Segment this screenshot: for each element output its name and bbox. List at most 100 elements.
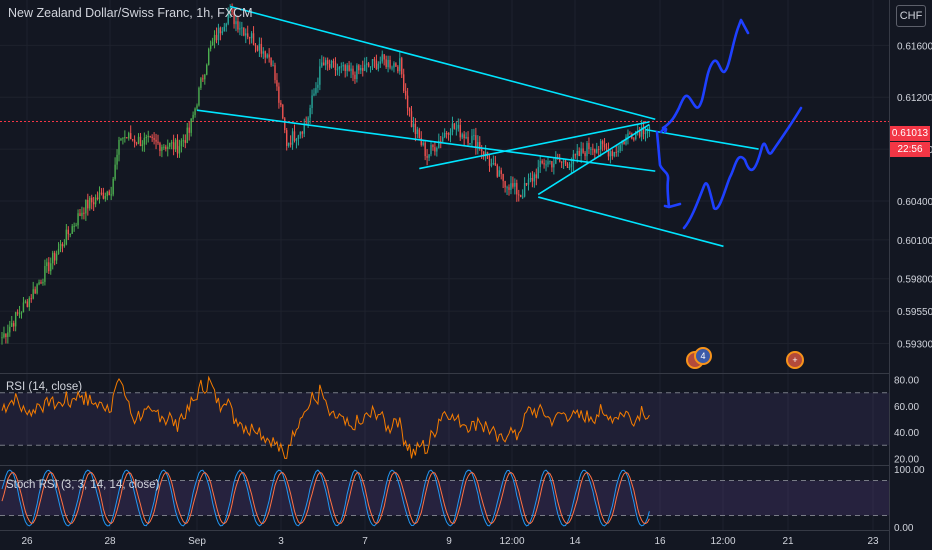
candle — [178, 146, 181, 154]
candle — [307, 117, 309, 125]
candle — [258, 43, 261, 51]
candle — [414, 123, 417, 135]
candle — [256, 46, 259, 51]
candle — [336, 69, 339, 71]
candle — [215, 34, 218, 41]
candle — [403, 74, 405, 91]
candle — [52, 252, 54, 264]
candle — [96, 197, 99, 200]
candle — [81, 212, 83, 217]
candle — [424, 142, 426, 157]
candle — [9, 326, 11, 333]
candle — [94, 197, 97, 205]
candle — [274, 65, 276, 81]
candle — [319, 66, 321, 85]
candle — [360, 68, 362, 71]
candle — [1, 337, 3, 339]
candle — [44, 265, 46, 282]
candle — [219, 27, 222, 34]
candle — [553, 163, 555, 168]
candle — [488, 158, 491, 166]
candle — [371, 59, 374, 67]
candle — [479, 142, 481, 149]
candle — [184, 140, 186, 143]
candle — [169, 142, 171, 147]
candle — [91, 197, 93, 203]
candle — [200, 78, 202, 88]
candle — [406, 95, 409, 109]
candle — [315, 87, 317, 94]
channel-line — [538, 196, 724, 248]
candle — [635, 131, 637, 140]
candle — [141, 144, 144, 147]
candle — [133, 139, 136, 143]
candle — [159, 143, 161, 151]
price-tick-label: 0.60400 — [897, 197, 932, 208]
candle — [7, 332, 9, 337]
candle — [562, 160, 565, 162]
candle — [128, 133, 130, 139]
candle — [502, 173, 504, 182]
candle — [451, 123, 454, 133]
candle — [30, 298, 32, 300]
channel-line — [645, 128, 759, 150]
candle — [303, 123, 305, 134]
candle — [387, 59, 389, 68]
currency-button[interactable]: CHF — [896, 5, 926, 27]
candle — [32, 289, 34, 299]
candle — [399, 58, 401, 72]
rsi-axis-ticks: 80.00 60.00 40.00 20.00 — [894, 376, 919, 466]
candle — [539, 160, 541, 168]
candle — [286, 130, 288, 146]
candle — [578, 150, 580, 157]
candle — [377, 63, 380, 70]
economic-event-count-icon[interactable]: 4 — [694, 347, 712, 365]
forecast-arrow — [661, 18, 750, 130]
candle — [621, 141, 623, 145]
candle — [130, 133, 132, 140]
candle — [59, 243, 62, 249]
candle — [533, 174, 536, 182]
candle — [36, 284, 38, 294]
candle — [638, 131, 641, 137]
candle — [362, 68, 364, 71]
forecast-arrows — [655, 18, 803, 230]
candle — [135, 142, 138, 144]
candle — [149, 135, 151, 137]
candle — [40, 282, 42, 284]
candle — [596, 148, 598, 153]
candle — [420, 137, 422, 145]
candle — [477, 142, 479, 149]
time-tick-label: 9 — [446, 536, 452, 547]
candle — [239, 28, 241, 30]
candle — [83, 212, 85, 214]
stoch-d-line — [1, 471, 650, 525]
candle — [422, 142, 424, 145]
stoch-band — [0, 480, 889, 516]
candle — [521, 196, 524, 198]
candle — [120, 138, 122, 141]
candle — [14, 312, 17, 327]
candle — [646, 129, 649, 134]
candle — [508, 187, 510, 190]
candle — [237, 21, 239, 30]
candle — [545, 164, 547, 166]
candle — [87, 199, 89, 209]
candle — [350, 68, 352, 71]
candle — [465, 136, 467, 139]
candle — [262, 51, 264, 54]
candle — [330, 60, 333, 68]
candle — [607, 148, 610, 157]
candle — [514, 182, 516, 187]
candle — [34, 289, 36, 294]
candle — [494, 163, 497, 166]
economic-event-plus-icon[interactable]: + — [786, 351, 804, 369]
candle — [190, 118, 192, 133]
candle — [459, 124, 461, 138]
candle — [108, 191, 110, 196]
candle — [313, 93, 315, 96]
candle — [551, 161, 553, 168]
candle — [395, 63, 397, 67]
price-axis-ticks: 0.616000.612000.608000.604000.601000.598… — [897, 41, 932, 350]
